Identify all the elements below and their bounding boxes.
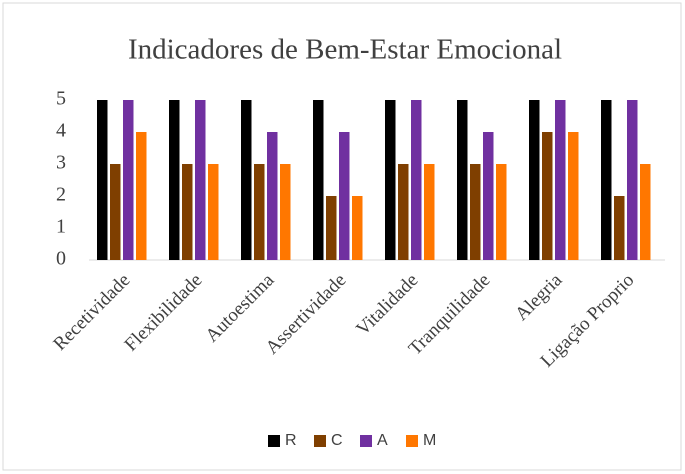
bar bbox=[627, 100, 638, 260]
bar bbox=[208, 164, 219, 260]
legend-label: A bbox=[377, 432, 388, 449]
bar bbox=[457, 100, 468, 260]
bar bbox=[241, 100, 252, 260]
y-tick-label: 1 bbox=[56, 216, 66, 238]
bar bbox=[182, 164, 193, 260]
bar bbox=[411, 100, 422, 260]
y-tick-label: 3 bbox=[56, 152, 66, 174]
bar bbox=[169, 100, 180, 260]
bar bbox=[326, 196, 337, 260]
y-tick-label: 2 bbox=[56, 184, 66, 206]
legend-swatch bbox=[360, 435, 372, 447]
bar bbox=[97, 100, 108, 260]
y-tick-label: 5 bbox=[56, 88, 66, 110]
y-tick-label: 4 bbox=[56, 120, 66, 142]
bar bbox=[385, 100, 396, 260]
y-tick-label: 0 bbox=[56, 248, 66, 270]
bar bbox=[640, 164, 651, 260]
bar bbox=[136, 132, 147, 260]
bar bbox=[555, 100, 566, 260]
bar bbox=[352, 196, 363, 260]
bar bbox=[424, 164, 435, 260]
bar bbox=[496, 164, 507, 260]
legend-label: C bbox=[331, 432, 343, 449]
bar bbox=[313, 100, 324, 260]
bar bbox=[280, 164, 291, 260]
bar bbox=[254, 164, 265, 260]
legend-swatch bbox=[406, 435, 418, 447]
bar bbox=[195, 100, 206, 260]
bar bbox=[529, 100, 540, 260]
bar bbox=[542, 132, 553, 260]
bar bbox=[398, 164, 409, 260]
bar bbox=[601, 100, 612, 260]
bar bbox=[267, 132, 278, 260]
bar bbox=[470, 164, 481, 260]
bar bbox=[123, 100, 134, 260]
legend-swatch bbox=[314, 435, 326, 447]
bar bbox=[483, 132, 494, 260]
bar bbox=[339, 132, 350, 260]
bar bbox=[568, 132, 579, 260]
bar bbox=[614, 196, 625, 260]
bar bbox=[110, 164, 121, 260]
chart-title: Indicadores de Bem-Estar Emocional bbox=[128, 34, 562, 66]
legend-swatch bbox=[268, 435, 280, 447]
legend-label: R bbox=[285, 432, 297, 449]
legend-label: M bbox=[423, 432, 436, 449]
